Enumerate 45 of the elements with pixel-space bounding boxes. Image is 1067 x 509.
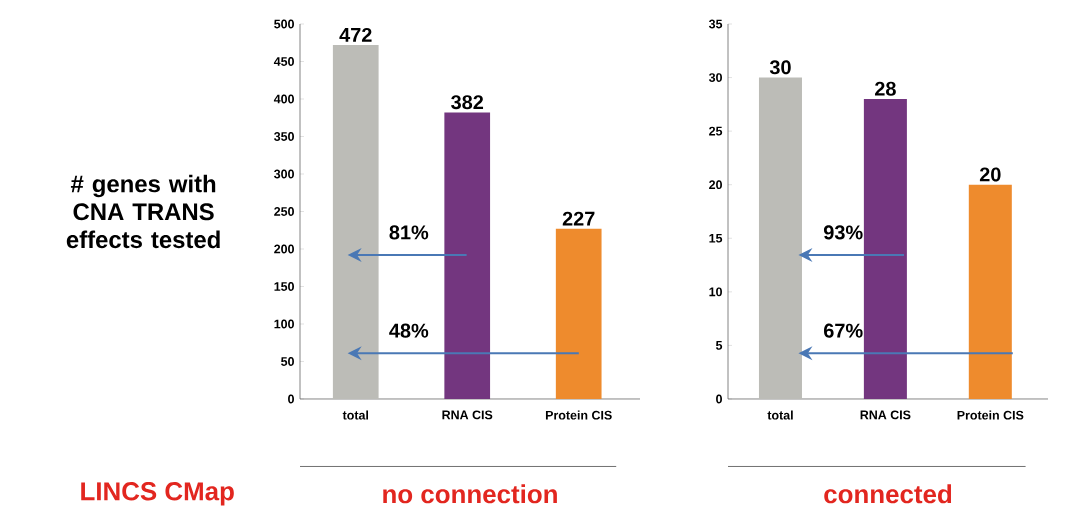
y-tick-label: 35: [708, 19, 723, 29]
y-tick-label: 25: [709, 126, 723, 136]
y-tick-label: 50: [281, 357, 294, 366]
data-label: 472: [339, 27, 372, 42]
y-tick-label: 0: [288, 394, 294, 404]
y-tick-label: 20: [709, 180, 722, 190]
y-tick-label: 30: [708, 73, 722, 82]
y-tick-label: 0: [716, 394, 722, 404]
x-axis-title: no connection: [383, 484, 557, 504]
bar: [968, 184, 1012, 399]
y-tick-label: 350: [274, 132, 294, 141]
bar: [758, 77, 802, 399]
data-label: 28: [875, 81, 896, 96]
data-label: 20: [979, 167, 1001, 182]
x-tick-label: total: [767, 410, 793, 420]
y-tick-label: 450: [273, 57, 294, 66]
x-tick-label: RNA CIS: [442, 410, 493, 420]
data-label: 382: [451, 95, 484, 110]
y-tick-label: 100: [274, 319, 294, 329]
bar: [555, 228, 602, 399]
y-tick-label: 200: [274, 244, 294, 254]
bar: [863, 98, 907, 399]
x-tick-label: RNA CIS: [860, 410, 911, 420]
x-axis-title: connected: [824, 484, 952, 504]
y-tick-label: 150: [274, 282, 294, 291]
text: LINCS CMap: [81, 482, 234, 506]
x-tick-label: Protein CIS: [957, 410, 1024, 420]
annotation: 93%: [823, 225, 863, 240]
bar: [444, 112, 491, 399]
y-tick-label: 5: [715, 341, 723, 350]
x-tick-label: Protein CIS: [545, 410, 612, 420]
annotation: 67%: [824, 323, 863, 338]
y-tick-label: 10: [709, 287, 722, 297]
data-label: 227: [562, 211, 595, 226]
y-tick-label: 250: [274, 207, 294, 216]
y-tick-label: 400: [273, 94, 294, 104]
annotation: 81%: [389, 225, 429, 240]
y-tick-label: 15: [709, 233, 723, 243]
y-tick-label: 500: [274, 19, 294, 29]
y-tick-label: 300: [274, 169, 294, 179]
x-tick-label: total: [342, 410, 369, 420]
bar: [332, 44, 379, 399]
y-axis-title: # genes with CNA TRANS effects tested: [66, 174, 220, 249]
data-label: 30: [769, 60, 791, 75]
annotation: 48%: [389, 323, 429, 338]
